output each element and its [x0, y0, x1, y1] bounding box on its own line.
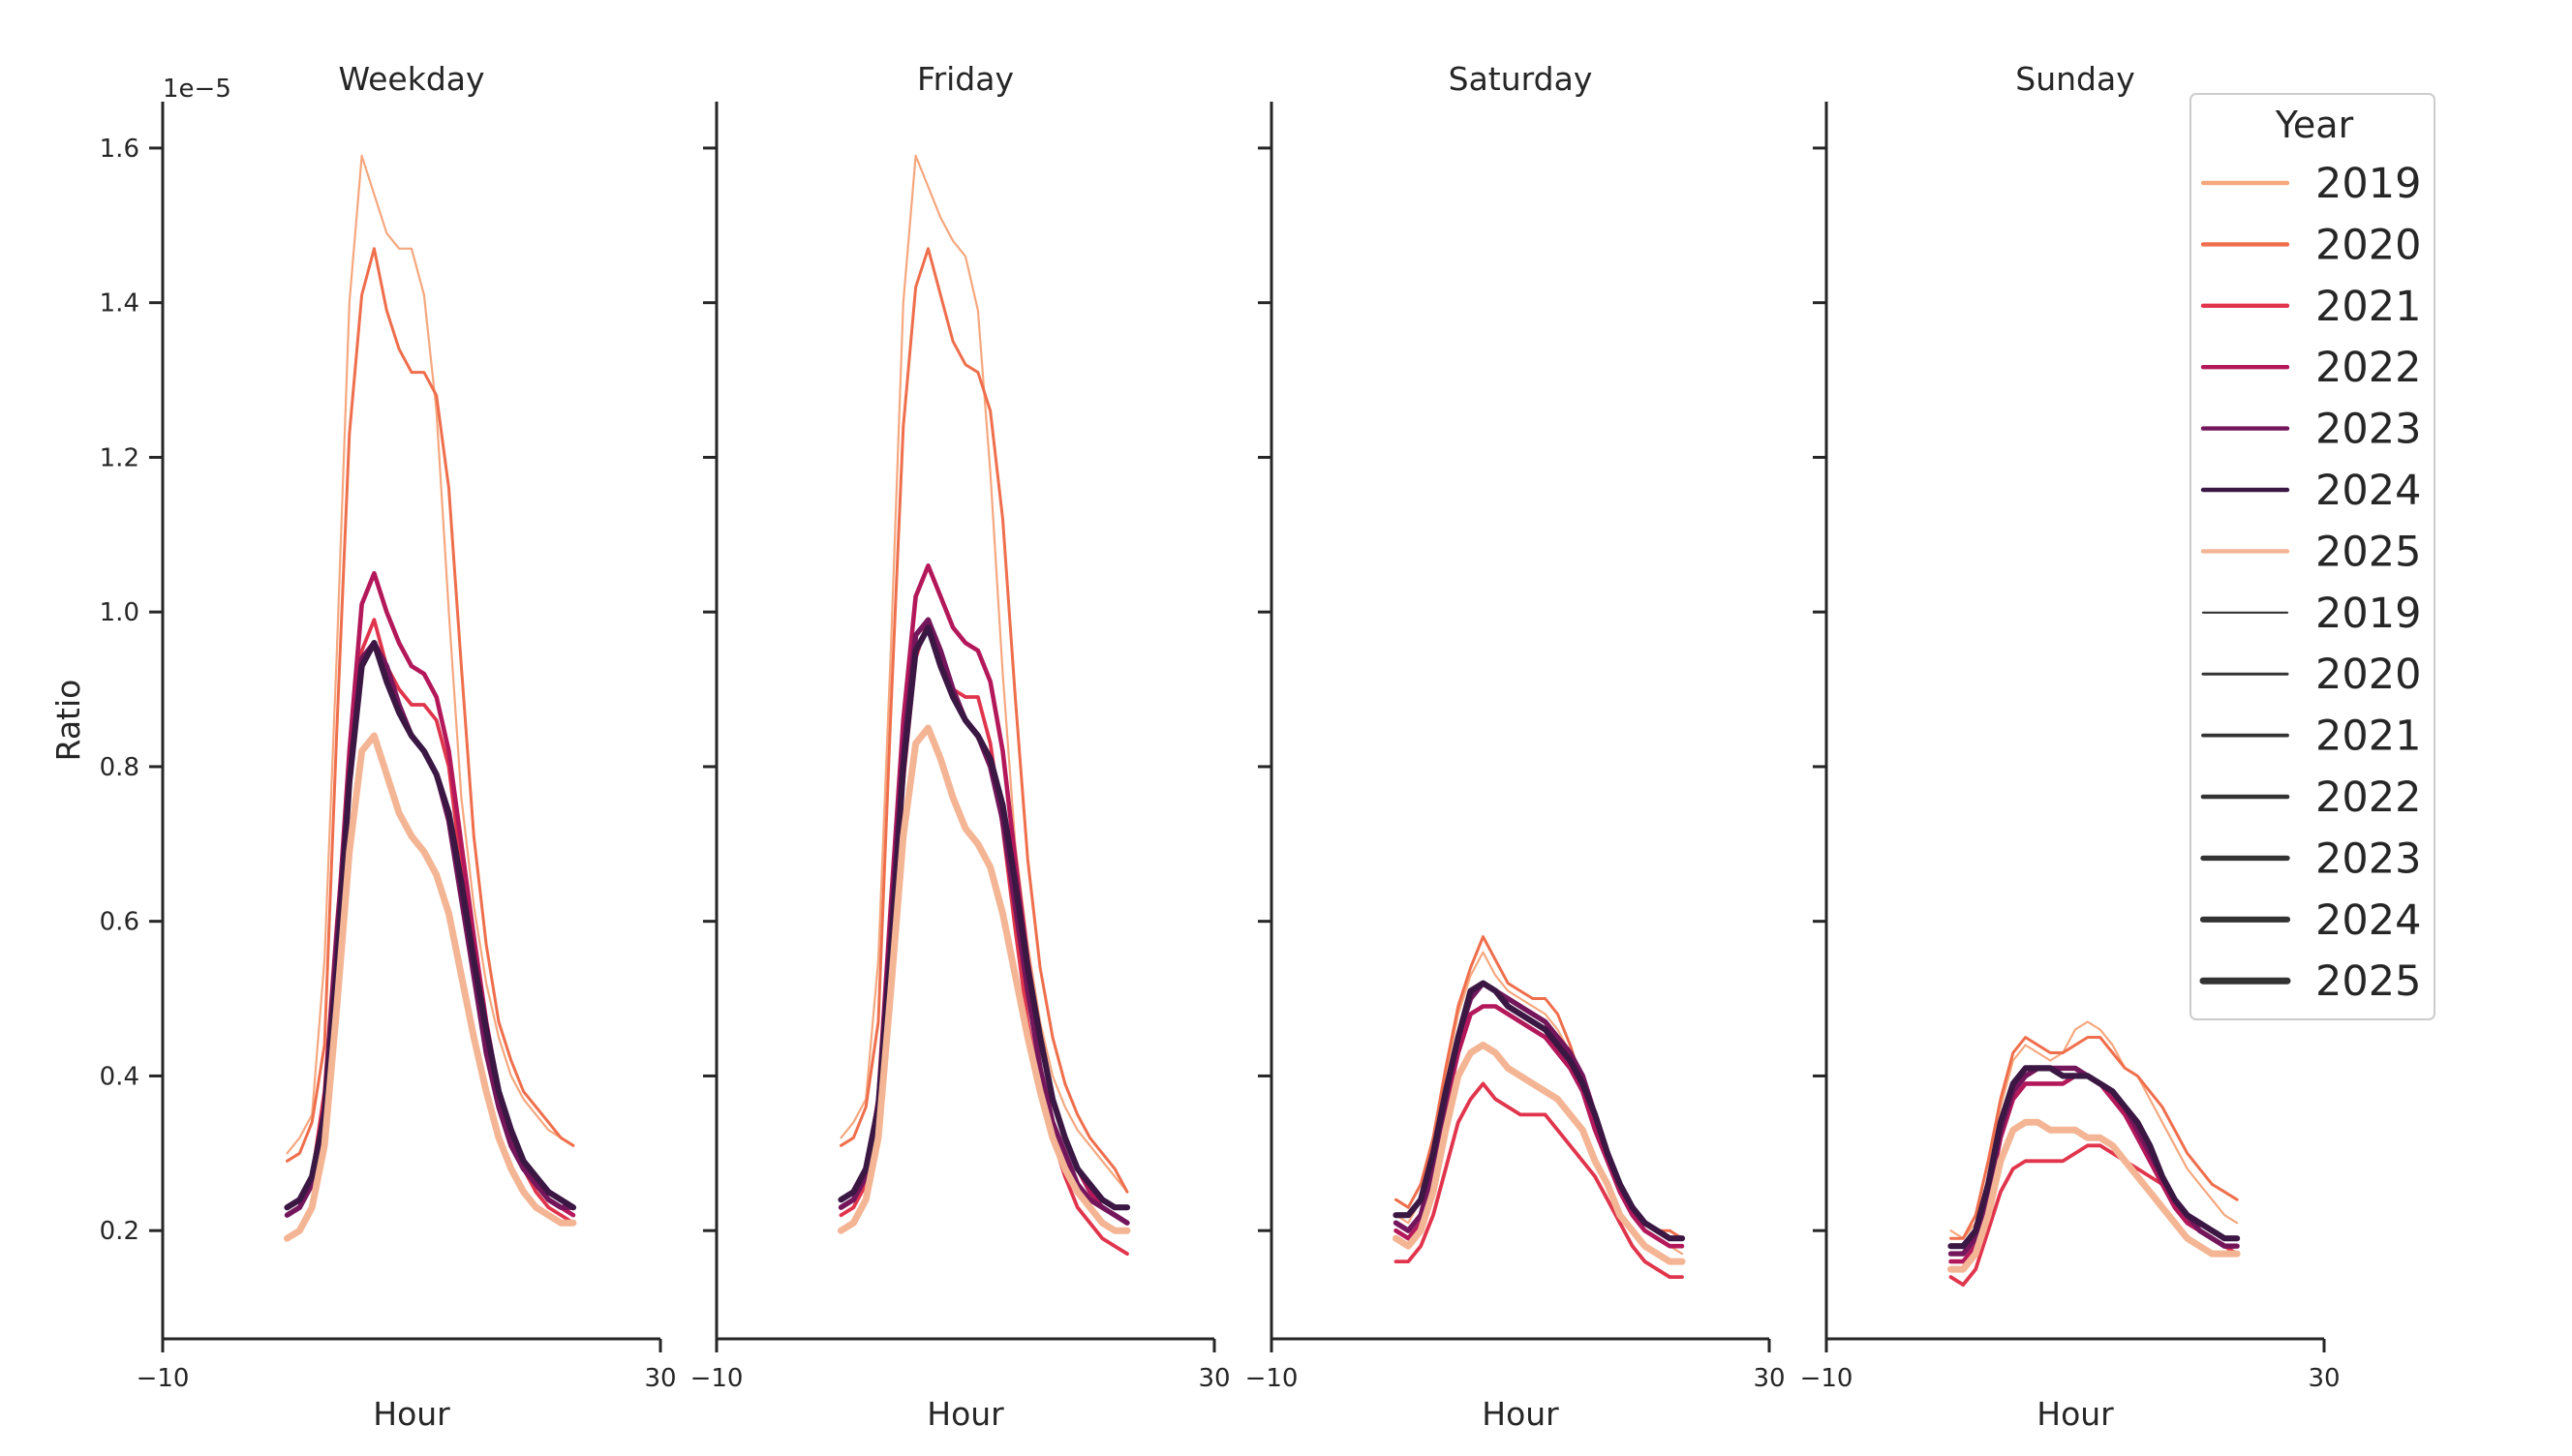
legend-size-label: 2019	[2315, 590, 2421, 638]
panel-title: Weekday	[338, 60, 484, 98]
legend-size-label: 2022	[2315, 774, 2421, 822]
legend-hue-label: 2022	[2315, 344, 2421, 392]
legend-hue-label: 2024	[2315, 467, 2421, 515]
series-line-2021	[839, 618, 1129, 1256]
x-axis-label: Hour	[1482, 1395, 1559, 1433]
legend-title: Year	[2275, 104, 2354, 146]
legend-size-label: 2020	[2315, 651, 2421, 699]
x-tick-label: 30	[644, 1364, 676, 1393]
panel-title: Friday	[917, 60, 1014, 98]
y-tick-label: 1.4	[100, 289, 139, 318]
legend-hue-label: 2020	[2315, 221, 2421, 269]
y-tick-label: 0.8	[100, 753, 139, 782]
y-tick-label: 0.2	[100, 1217, 139, 1246]
x-tick-label: −10	[1245, 1364, 1299, 1393]
legend-size-label: 2024	[2315, 896, 2421, 945]
x-tick-label: −10	[1800, 1364, 1853, 1393]
y-tick-label: 1.6	[100, 135, 139, 164]
y-tick-label: 1.0	[100, 598, 139, 627]
x-tick-label: −10	[137, 1364, 190, 1393]
series-line-2025	[284, 732, 577, 1242]
panel-title: Sunday	[2015, 60, 2134, 98]
x-tick-label: 30	[2308, 1364, 2340, 1393]
series-line-2024	[1947, 1065, 2241, 1250]
y-axis-label: Ratio	[49, 680, 87, 762]
x-axis-label: Hour	[373, 1395, 450, 1433]
legend-hue-label: 2025	[2315, 528, 2421, 576]
legend-size-label: 2025	[2315, 957, 2421, 1006]
legend-hue-label: 2023	[2315, 406, 2421, 454]
series-line-2023	[838, 617, 1130, 1226]
series-line-2019	[1949, 1020, 2239, 1240]
x-tick-label: −10	[690, 1364, 744, 1393]
series-line-2024	[1393, 980, 1686, 1242]
series-line-2020	[1949, 1036, 2239, 1240]
series-line-2020	[286, 247, 575, 1163]
y-offset-label: 1e−5	[163, 75, 231, 104]
series-line-2025	[1947, 1118, 2241, 1273]
y-tick-label: 1.2	[100, 443, 139, 472]
series-line-2019	[286, 154, 575, 1155]
x-axis-label: Hour	[927, 1395, 1004, 1433]
series-line-2021	[1393, 1081, 1684, 1279]
series-line-2025	[838, 724, 1131, 1234]
x-tick-label: 30	[1198, 1364, 1230, 1393]
series-line-2025	[1393, 1042, 1686, 1265]
panel-title: Saturday	[1449, 60, 1593, 98]
series-line-2020	[840, 247, 1129, 1194]
y-tick-label: 0.6	[100, 908, 139, 937]
x-tick-label: 30	[1753, 1364, 1785, 1393]
x-axis-label: Hour	[2036, 1395, 2114, 1433]
legend-size-label: 2021	[2315, 713, 2421, 761]
y-tick-label: 0.4	[100, 1062, 139, 1091]
legend-size-label: 2023	[2315, 834, 2421, 883]
legend-hue-label: 2021	[2315, 283, 2421, 331]
legend-hue-label: 2019	[2315, 160, 2421, 208]
legend-box	[2189, 93, 2435, 1020]
